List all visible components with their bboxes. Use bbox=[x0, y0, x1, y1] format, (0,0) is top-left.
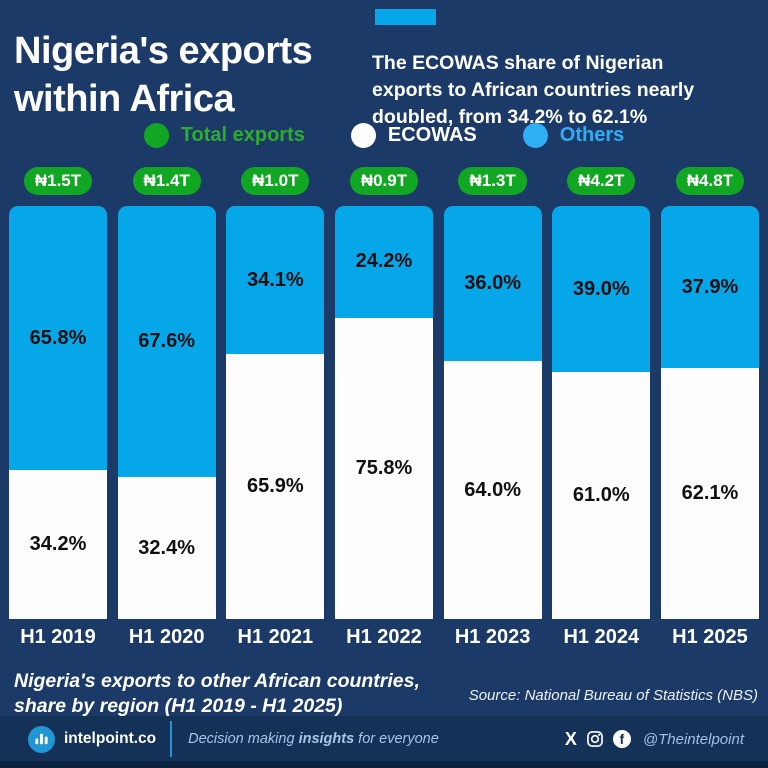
subtitle-line-2: exports to African countries nearly bbox=[372, 78, 695, 101]
chart-caption: Nigeria's exports to other African count… bbox=[14, 669, 420, 719]
others-segment: 24.2% bbox=[334, 206, 433, 318]
instagram-icon bbox=[586, 731, 603, 747]
bar-chart-glyph bbox=[35, 733, 48, 744]
bar-column: ₦1.4T 67.6% 32.4% H1 2020 bbox=[117, 167, 216, 649]
stacked-bar: 24.2% 75.8% bbox=[334, 206, 433, 619]
ecowas-value-label: 64.0% bbox=[464, 478, 521, 501]
bar-column: ₦1.0T 34.1% 65.9% H1 2021 bbox=[226, 167, 325, 649]
stacked-bar: 67.6% 32.4% bbox=[117, 206, 216, 619]
caption-line-2: share by region (H1 2019 - H1 2025) bbox=[14, 694, 343, 717]
x-axis-label: H1 2022 bbox=[346, 626, 422, 648]
x-axis-label: H1 2024 bbox=[563, 626, 640, 648]
x-twitter-icon: X bbox=[564, 729, 577, 749]
tagline-bold: insights bbox=[298, 731, 355, 747]
stacked-bar: 36.0% 64.0% bbox=[443, 206, 542, 619]
footer-bar: intelpoint.co Decision making insights f… bbox=[0, 716, 768, 768]
brand-name: intelpoint.co bbox=[64, 730, 157, 747]
x-axis-label: H1 2020 bbox=[128, 626, 205, 648]
legend-item-ecowas: ECOWAS bbox=[350, 122, 477, 148]
subtitle: The ECOWAS share of Nigerian exports to A… bbox=[372, 50, 762, 131]
others-segment: 65.8% bbox=[9, 206, 107, 471]
stacked-bar: 65.8% 34.2% bbox=[9, 206, 107, 619]
legend-item-others: Others bbox=[522, 122, 625, 148]
x-axis-label: H1 2025 bbox=[672, 626, 748, 648]
ecowas-value-label: 65.9% bbox=[246, 475, 304, 498]
tagline-post: for everyone bbox=[354, 731, 439, 747]
ecowas-value-label: 61.0% bbox=[572, 484, 630, 507]
stacked-bar: 39.0% 61.0% bbox=[552, 206, 651, 619]
subtitle-line-1: The ECOWAS share of Nigerian bbox=[372, 51, 664, 74]
others-value-label: 37.9% bbox=[681, 275, 739, 298]
ecowas-segment: 64.0% bbox=[443, 361, 542, 619]
others-segment: 39.0% bbox=[552, 206, 651, 373]
facebook-icon: f bbox=[612, 730, 631, 748]
others-value-label: 24.2% bbox=[355, 250, 413, 273]
ecowas-segment: 65.9% bbox=[226, 354, 325, 619]
legend-label-total-exports: Total exports bbox=[180, 123, 305, 146]
ecowas-segment: 32.4% bbox=[117, 477, 216, 619]
others-segment: 36.0% bbox=[443, 206, 542, 362]
others-value-label: 36.0% bbox=[464, 272, 521, 295]
bar-column: ₦1.3T 36.0% 64.0% H1 2023 bbox=[443, 167, 542, 649]
x-axis-label: H1 2023 bbox=[454, 626, 531, 648]
caption-line-1: Nigeria's exports to other African count… bbox=[14, 669, 420, 692]
source-credit: Source: National Bureau of Statistics (N… bbox=[468, 687, 758, 704]
ecowas-segment: 61.0% bbox=[552, 372, 651, 619]
total-exports-badge: ₦1.5T bbox=[23, 167, 93, 195]
others-value-label: 34.1% bbox=[246, 268, 304, 291]
page-title: Nigeria's exports within Africa bbox=[14, 27, 313, 123]
stacked-bar: 34.1% 65.9% bbox=[226, 206, 325, 619]
ecowas-segment: 75.8% bbox=[334, 317, 433, 619]
social-handle: @Theintelpoint bbox=[642, 730, 744, 748]
legend-label-others: Others bbox=[559, 123, 625, 146]
bar-column: ₦0.9T 24.2% 75.8% H1 2022 bbox=[334, 167, 433, 649]
bottom-edge-strip bbox=[0, 761, 768, 768]
total-exports-badge: ₦1.0T bbox=[241, 167, 310, 195]
bar-column: ₦1.5T 65.8% 34.2% H1 2019 bbox=[9, 167, 107, 649]
social-icons: X f @Theintelpoint bbox=[565, 730, 744, 748]
chart-columns: ₦1.5T 65.8% 34.2% H1 2019 ₦1.4T 67.6% 32.4% H1 … bbox=[9, 167, 759, 649]
x-axis-label: H1 2019 bbox=[20, 626, 96, 648]
bar-column: ₦4.2T 39.0% 61.0% H1 2024 bbox=[552, 167, 651, 649]
title-line-2: within Africa bbox=[14, 78, 235, 121]
total-exports-badge: ₦1.4T bbox=[132, 167, 201, 195]
others-segment: 67.6% bbox=[117, 206, 216, 478]
total-exports-dot-icon bbox=[143, 122, 169, 148]
x-axis-label: H1 2021 bbox=[237, 626, 314, 648]
total-exports-badge: ₦1.3T bbox=[458, 167, 527, 195]
chart-legend: Total exports ECOWAS Others bbox=[0, 119, 768, 151]
ecowas-value-label: 62.1% bbox=[681, 482, 739, 505]
ecowas-value-label: 32.4% bbox=[138, 536, 196, 559]
ecowas-dot-icon bbox=[350, 122, 376, 148]
ecowas-value-label: 75.8% bbox=[355, 456, 413, 479]
others-value-label: 39.0% bbox=[572, 277, 630, 300]
tagline-pre: Decision making bbox=[188, 731, 299, 747]
subtitle-line-3: doubled, from 34.2% to 62.1% bbox=[372, 105, 648, 128]
others-segment: 34.1% bbox=[226, 206, 325, 355]
others-dot-icon bbox=[522, 122, 548, 148]
ecowas-segment: 34.2% bbox=[9, 470, 107, 619]
legend-label-ecowas: ECOWAS bbox=[387, 123, 477, 146]
accent-bar bbox=[375, 9, 436, 25]
footer-divider bbox=[170, 721, 173, 757]
total-exports-badge: ₦0.9T bbox=[349, 167, 419, 195]
ecowas-segment: 62.1% bbox=[660, 368, 759, 619]
others-segment: 37.9% bbox=[660, 206, 759, 369]
total-exports-badge: ₦4.2T bbox=[567, 167, 636, 195]
intelpoint-logo-icon bbox=[28, 725, 55, 753]
legend-item-total-exports: Total exports bbox=[143, 122, 305, 148]
others-value-label: 65.8% bbox=[29, 326, 87, 349]
bar-column: ₦4.8T 37.9% 62.1% H1 2025 bbox=[660, 167, 759, 649]
footer-tagline: Decision making insights for everyone bbox=[188, 731, 439, 747]
stacked-bar: 37.9% 62.1% bbox=[660, 206, 759, 619]
ecowas-value-label: 34.2% bbox=[29, 533, 87, 556]
title-line-1: Nigeria's exports bbox=[14, 30, 313, 73]
others-value-label: 67.6% bbox=[138, 330, 196, 353]
total-exports-badge: ₦4.8T bbox=[675, 167, 745, 195]
